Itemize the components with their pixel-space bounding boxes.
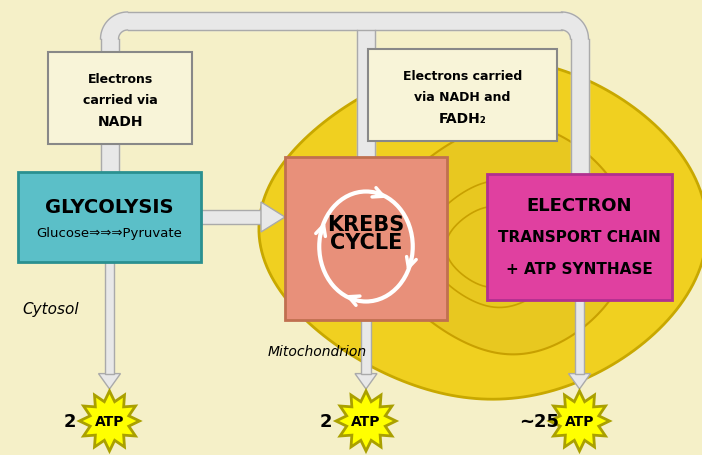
FancyBboxPatch shape — [361, 320, 371, 374]
FancyBboxPatch shape — [105, 263, 114, 374]
Text: KREBS: KREBS — [327, 215, 404, 235]
Polygon shape — [378, 124, 632, 354]
Text: FADH₂: FADH₂ — [439, 111, 486, 126]
Polygon shape — [100, 13, 128, 40]
Text: Glucose⇒⇒⇒Pyruvate: Glucose⇒⇒⇒Pyruvate — [37, 226, 183, 239]
Polygon shape — [259, 60, 702, 399]
Text: Cytosol: Cytosol — [22, 302, 79, 317]
Polygon shape — [261, 202, 285, 233]
FancyBboxPatch shape — [574, 300, 585, 374]
Polygon shape — [79, 391, 140, 451]
FancyBboxPatch shape — [368, 50, 557, 142]
Polygon shape — [336, 391, 396, 451]
Text: Mitochondrion: Mitochondrion — [268, 344, 367, 358]
Text: GLYCOLYSIS: GLYCOLYSIS — [45, 197, 174, 216]
Polygon shape — [355, 374, 377, 389]
Text: Electrons: Electrons — [87, 73, 152, 86]
Text: CYCLE: CYCLE — [330, 233, 402, 253]
Polygon shape — [569, 374, 590, 389]
Polygon shape — [550, 391, 609, 451]
Text: TRANSPORT CHAIN: TRANSPORT CHAIN — [498, 230, 661, 245]
Text: carried via: carried via — [83, 94, 157, 107]
Text: ATP: ATP — [351, 414, 380, 428]
FancyBboxPatch shape — [48, 53, 192, 145]
Text: NADH: NADH — [98, 115, 143, 129]
FancyBboxPatch shape — [18, 172, 201, 263]
Text: 2: 2 — [319, 412, 332, 430]
Text: ELECTRON: ELECTRON — [526, 197, 633, 215]
Text: via NADH and: via NADH and — [414, 91, 510, 104]
FancyBboxPatch shape — [574, 300, 585, 374]
Polygon shape — [98, 374, 121, 389]
FancyBboxPatch shape — [105, 263, 114, 374]
Polygon shape — [562, 13, 588, 40]
Text: ATP: ATP — [95, 414, 124, 428]
FancyBboxPatch shape — [285, 157, 447, 320]
Text: Electrons carried: Electrons carried — [403, 70, 522, 83]
Text: + ATP SYNTHASE: + ATP SYNTHASE — [506, 262, 653, 276]
Polygon shape — [201, 211, 261, 224]
FancyBboxPatch shape — [361, 320, 371, 374]
Text: ~25: ~25 — [519, 412, 559, 430]
FancyBboxPatch shape — [487, 175, 672, 300]
Text: ATP: ATP — [564, 414, 595, 428]
Text: 2: 2 — [63, 412, 76, 430]
